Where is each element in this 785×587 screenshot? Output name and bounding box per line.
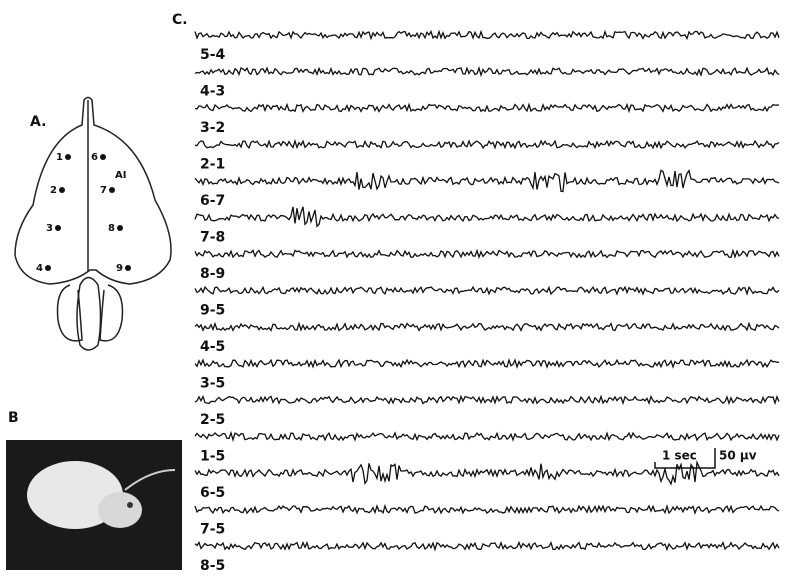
eeg-trace [195, 462, 779, 484]
trace-label: 4-3 [200, 84, 225, 100]
trace-label: 6-5 [200, 485, 225, 501]
electrode-label: 4 [36, 263, 43, 274]
trace-label: 5-4 [200, 47, 226, 63]
trace-label: 3-5 [200, 376, 225, 392]
scale-amplitude: 50 μv [719, 449, 757, 463]
eeg-trace [195, 170, 779, 191]
electrode [109, 187, 115, 193]
trace-label: 2-1 [200, 157, 225, 173]
trace-label: 4-5 [200, 339, 225, 355]
panel-label: B [8, 410, 19, 426]
eeg-trace [195, 251, 779, 258]
electrode [55, 225, 61, 231]
brain-diagram [15, 98, 171, 351]
eeg-trace [195, 360, 779, 367]
electrode [117, 225, 123, 231]
trace-label: 8-5 [200, 558, 225, 574]
electrode [65, 154, 71, 160]
eeg-trace [195, 433, 779, 440]
electrode-label: 3 [46, 223, 53, 234]
area-label: AI [115, 170, 126, 181]
electrode-label: 8 [108, 223, 115, 234]
electrode [125, 265, 131, 271]
trace-label: 9-5 [200, 303, 225, 319]
eeg-trace [195, 397, 779, 404]
panel-label: A. [30, 114, 46, 130]
eeg-trace [195, 324, 779, 331]
trace-label: 1-5 [200, 449, 225, 465]
electrode-label: 7 [100, 185, 107, 196]
trace-label: 7-5 [200, 522, 225, 538]
electrode-label: 6 [91, 152, 98, 163]
electrode-label: 1 [56, 152, 63, 163]
eeg-trace [195, 506, 779, 513]
electrode-label: 9 [116, 263, 123, 274]
figure: A. B C. 1 2 3 4 6 7 8 9 AI 5-4 4-3 3-2 2-1 6-7 7-8 8-… [0, 0, 785, 587]
eeg-trace [195, 32, 779, 39]
electrode [100, 154, 106, 160]
trace-label: 6-7 [200, 193, 225, 209]
trace-label: 3-2 [200, 120, 225, 136]
eeg-trace [195, 287, 779, 294]
eeg-trace [195, 543, 779, 550]
electrode [59, 187, 65, 193]
eeg-trace [195, 207, 779, 227]
photo [6, 440, 182, 570]
electrode-label: 2 [50, 185, 57, 196]
eeg-trace [195, 141, 779, 148]
trace-label: 8-9 [200, 266, 225, 282]
panel-label: C. [172, 12, 188, 28]
eeg-trace [195, 68, 779, 75]
trace-label: 2-5 [200, 412, 225, 428]
electrode [45, 265, 51, 271]
scale-bar: 1 sec 50 μv [655, 448, 757, 468]
scale-time: 1 sec [662, 449, 697, 463]
trace-label: 7-8 [200, 230, 225, 246]
eeg-trace [195, 105, 779, 112]
